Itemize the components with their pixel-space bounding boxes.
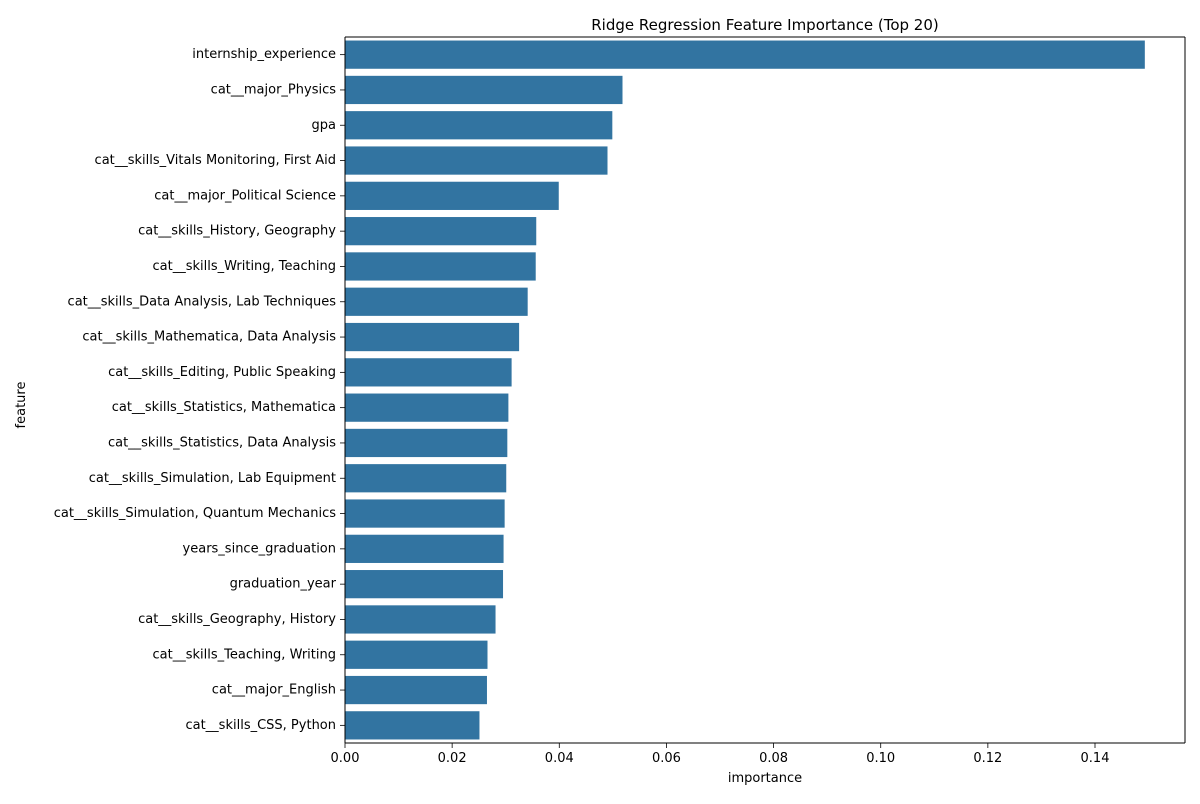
bar bbox=[345, 287, 528, 316]
bar bbox=[345, 570, 504, 599]
x-tick-label: 0.12 bbox=[973, 751, 1002, 766]
bar bbox=[345, 181, 559, 210]
bar bbox=[345, 393, 509, 422]
y-tick-label: cat__skills_Teaching, Writing bbox=[153, 647, 337, 662]
bar bbox=[345, 358, 512, 387]
bar bbox=[345, 322, 520, 352]
axes-frame bbox=[344, 36, 1186, 744]
x-tick-label: 0.04 bbox=[545, 751, 574, 766]
y-tick-label: cat__skills_Statistics, Mathematica bbox=[112, 400, 336, 415]
bars-layer bbox=[345, 40, 1145, 740]
y-tick-label: cat__skills_Geography, History bbox=[138, 612, 336, 627]
bar bbox=[345, 252, 536, 281]
x-tick-label: 0.06 bbox=[652, 751, 681, 766]
x-tick-label: 0.10 bbox=[866, 751, 895, 766]
y-tick-label: cat__skills_Writing, Teaching bbox=[153, 259, 337, 274]
y-tick-label: cat__skills_Editing, Public Speaking bbox=[108, 365, 336, 380]
bar bbox=[345, 217, 537, 246]
y-tick-label: cat__major_Physics bbox=[211, 82, 337, 97]
bar bbox=[345, 75, 623, 105]
x-tick-label: 0.08 bbox=[759, 751, 788, 766]
y-tick-label: internship_experience bbox=[192, 47, 336, 62]
x-axis-label: importance bbox=[728, 771, 802, 786]
y-tick-label: cat__skills_Mathematica, Data Analysis bbox=[82, 330, 336, 345]
y-tick-label: cat__skills_CSS, Python bbox=[185, 718, 336, 733]
y-tick-label: cat__major_English bbox=[212, 683, 336, 698]
y-tick-labels: internship_experience cat__major_Physicsg… bbox=[54, 47, 345, 733]
y-tick-label: cat__skills_Vitals Monitoring, First Aid bbox=[95, 153, 336, 168]
y-tick-label: gpa bbox=[312, 118, 336, 133]
y-axis-label: feature bbox=[14, 382, 29, 429]
y-tick-label: graduation_year bbox=[230, 577, 337, 592]
y-tick-label: cat__skills_Data Analysis, Lab Technique… bbox=[68, 294, 337, 309]
x-axis-ticks: 0.00 0.02 0.04 0.06 0.08 0.10 0.12 0.14 bbox=[331, 743, 1110, 766]
chart-title: Ridge Regression Feature Importance (Top… bbox=[591, 16, 939, 34]
bar bbox=[345, 711, 480, 740]
y-tick-label: cat__skills_Statistics, Data Analysis bbox=[108, 435, 336, 450]
bar bbox=[345, 605, 496, 634]
bar bbox=[345, 675, 487, 705]
bar bbox=[345, 499, 505, 528]
bar bbox=[345, 146, 608, 175]
bar bbox=[345, 464, 507, 493]
x-tick-label: 0.14 bbox=[1081, 751, 1110, 766]
y-tick-label: years_since_graduation bbox=[183, 541, 336, 556]
bar bbox=[345, 111, 613, 140]
y-tick-label: cat__skills_Simulation, Lab Equipment bbox=[89, 471, 336, 486]
bar bbox=[345, 428, 508, 458]
x-tick-label: 0.00 bbox=[331, 751, 360, 766]
y-tick-label: cat__skills_Simulation, Quantum Mechanic… bbox=[54, 506, 337, 521]
y-tick-label: cat__major_Political Science bbox=[154, 188, 336, 203]
bar bbox=[345, 40, 1145, 69]
bar bbox=[345, 534, 504, 563]
x-tick-label: 0.02 bbox=[438, 751, 467, 766]
bar bbox=[345, 640, 488, 669]
y-tick-label: cat__skills_History, Geography bbox=[138, 224, 336, 239]
